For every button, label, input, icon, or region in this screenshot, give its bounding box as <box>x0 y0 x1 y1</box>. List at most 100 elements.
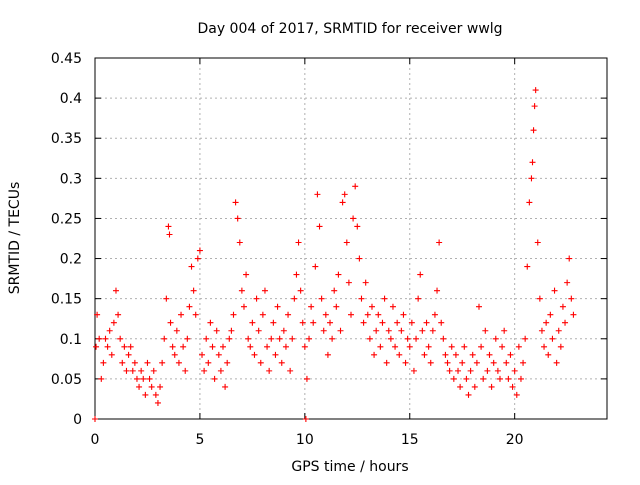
data-point <box>350 215 357 222</box>
data-point <box>115 311 122 318</box>
data-point <box>129 367 136 374</box>
data-point <box>222 383 229 390</box>
data-point <box>295 239 302 246</box>
data-point <box>211 375 218 382</box>
data-point <box>517 375 524 382</box>
data-point <box>549 335 556 342</box>
data-point <box>285 311 292 318</box>
data-point <box>442 351 449 358</box>
data-point <box>159 359 166 366</box>
data-point <box>345 279 352 286</box>
data-point <box>459 359 466 366</box>
data-point <box>299 319 306 326</box>
data-point <box>184 335 191 342</box>
data-point <box>167 319 174 326</box>
data-point <box>255 327 262 334</box>
data-point <box>329 335 336 342</box>
data-point <box>121 343 128 350</box>
data-point <box>119 359 126 366</box>
plot-frame <box>94 57 608 420</box>
data-point <box>425 343 432 350</box>
data-point <box>377 343 384 350</box>
data-point <box>531 103 538 110</box>
data-point <box>406 343 413 350</box>
data-point <box>297 287 304 294</box>
data-point <box>138 367 145 374</box>
data-point <box>530 127 537 134</box>
data-point <box>148 383 155 390</box>
data-point <box>494 367 501 374</box>
data-point <box>490 359 497 366</box>
data-point <box>402 359 409 366</box>
data-point <box>257 359 264 366</box>
grid <box>95 58 607 419</box>
data-point <box>396 351 403 358</box>
data-point <box>452 351 459 358</box>
data-point <box>180 343 187 350</box>
x-tick-label: 10 <box>296 432 314 448</box>
data-point <box>360 319 367 326</box>
data-point <box>276 335 283 342</box>
data-point <box>236 239 243 246</box>
axis-tick-labels: 0 0.05 0.1 0.15 0.2 0.25 0.3 0.35 0.4 0.45 0 5 10 15 2… <box>51 51 524 448</box>
data-point <box>209 343 216 350</box>
data-point <box>389 303 396 310</box>
data-point <box>379 319 386 326</box>
data-point <box>448 343 455 350</box>
data-point <box>333 303 340 310</box>
data-point <box>278 359 285 366</box>
data-point <box>171 351 178 358</box>
data-point <box>473 359 480 366</box>
data-point <box>173 327 180 334</box>
data-point <box>415 295 422 302</box>
data-point <box>93 343 100 350</box>
data-point <box>434 287 441 294</box>
data-point <box>324 351 331 358</box>
data-point <box>249 319 256 326</box>
data-point <box>125 351 132 358</box>
data-point <box>190 287 197 294</box>
data-point <box>478 343 485 350</box>
data-point <box>385 327 392 334</box>
data-point <box>150 367 157 374</box>
data-point <box>509 383 516 390</box>
data-point <box>201 367 208 374</box>
data-point <box>394 319 401 326</box>
data-point <box>486 351 493 358</box>
data-point <box>480 375 487 382</box>
data-point <box>455 367 462 374</box>
data-point <box>404 335 411 342</box>
data-point <box>562 319 569 326</box>
data-point <box>547 311 554 318</box>
data-point <box>289 335 296 342</box>
data-point <box>427 359 434 366</box>
y-tick-label: 0.1 <box>60 332 82 348</box>
data-point <box>366 335 373 342</box>
data-point <box>274 303 281 310</box>
data-point <box>136 383 143 390</box>
y-tick-label: 0.4 <box>60 91 82 107</box>
data-point <box>94 311 101 318</box>
data-point <box>488 383 495 390</box>
data-point <box>178 311 185 318</box>
data-point <box>354 223 361 230</box>
data-point <box>526 199 533 206</box>
data-point <box>413 335 420 342</box>
data-point <box>564 279 571 286</box>
data-point <box>476 303 482 310</box>
data-point <box>207 319 214 326</box>
data-point <box>440 335 447 342</box>
data-point <box>247 343 254 350</box>
data-point <box>465 391 472 398</box>
data-point <box>302 416 309 422</box>
data-point <box>536 295 543 302</box>
data-point <box>152 391 159 398</box>
data-point <box>469 351 476 358</box>
data-point <box>381 295 388 302</box>
data-point <box>117 335 124 342</box>
data-point <box>234 215 241 222</box>
data-point <box>108 351 115 358</box>
data-point <box>104 343 111 350</box>
data-point <box>515 343 522 350</box>
data-point <box>140 375 147 382</box>
